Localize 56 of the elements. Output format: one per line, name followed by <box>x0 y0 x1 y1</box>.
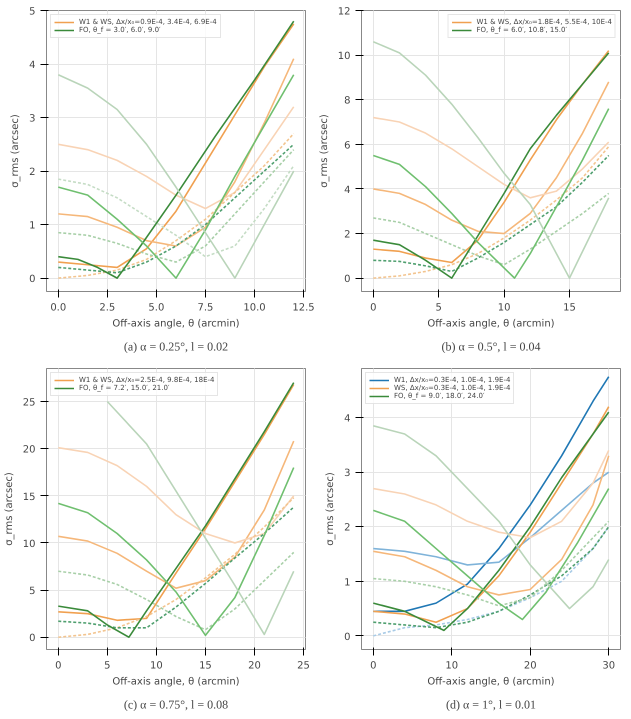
y-tick-label: 2 <box>344 522 351 534</box>
x-tick-label: 10 <box>498 302 510 314</box>
y-tick-label: 2 <box>29 167 36 178</box>
y-tick-label: 1 <box>344 577 351 588</box>
x-tick-label: 0 <box>370 302 376 314</box>
text: (a) α = 0.25°, l = 0.02 <box>124 340 228 354</box>
y-tick-label: 0 <box>344 632 351 643</box>
x-axis-title: Off-axis angle, θ (arcmin) <box>112 318 240 330</box>
y-tick-label: 10 <box>338 51 351 62</box>
x-tick-label: 5 <box>435 302 442 314</box>
y-tick-label: 15 <box>22 492 36 503</box>
y-tick-label: 5 <box>29 6 36 18</box>
x-tick-label: 30 <box>602 660 616 672</box>
x-tick-label: 20 <box>248 660 261 672</box>
x-tick-label: 0 <box>55 660 62 672</box>
text: (b) α = 0.5°, l = 0.04 <box>442 340 540 354</box>
x-axis-title: Off-axis angle, θ (arcmin) <box>112 676 240 688</box>
y-tick-label: 2 <box>344 230 351 241</box>
y-tick-label: 3 <box>344 468 351 480</box>
x-tick-label: 10 <box>150 660 163 672</box>
y-tick-label: 0 <box>29 633 36 644</box>
x-tick-label: 5.0 <box>148 302 164 314</box>
y-tick-label: 0 <box>344 274 351 286</box>
y-tick-label: 4 <box>344 184 351 196</box>
y-tick-label: 12 <box>338 6 351 18</box>
x-tick-label: 0.0 <box>50 302 66 314</box>
x-tick-label: 12.5 <box>292 302 315 314</box>
y-axis-title: σ_rms (arcsec) <box>325 472 336 546</box>
x-tick-label: 7.5 <box>197 302 214 314</box>
x-tick-label: 25 <box>297 660 310 672</box>
y-tick-label: 25 <box>22 398 36 409</box>
x-tick-label: 10 <box>445 660 458 672</box>
x-tick-label: 2.5 <box>99 302 116 314</box>
y-tick-label: 3 <box>29 114 36 125</box>
x-axis-title: Off-axis angle, θ (arcmin) <box>427 318 555 330</box>
x-tick-label: 15 <box>199 660 212 672</box>
x-axis-title: Off-axis angle, θ (arcmin) <box>427 676 555 688</box>
y-axis-title: σ_rms (arcsec) <box>4 472 15 546</box>
y-tick-label: 20 <box>22 444 36 456</box>
y-tick-label: 8 <box>344 96 351 107</box>
y-tick-label: 5 <box>29 586 36 598</box>
y-axis-title: σ_rms (arcsec) <box>10 114 22 188</box>
y-tick-label: 10 <box>22 538 36 550</box>
y-tick-label: 1 <box>29 220 36 232</box>
x-tick-label: 15 <box>563 302 576 314</box>
x-tick-label: 10.0 <box>243 302 266 314</box>
text: (c) α = 0.75°, l = 0.08 <box>124 698 228 712</box>
x-tick-label: 5 <box>104 660 111 672</box>
y-tick-label: 4 <box>29 60 36 72</box>
text: (d) α = 1°, l = 0.01 <box>446 698 536 712</box>
y-tick-label: 0 <box>29 274 36 286</box>
x-tick-label: 20 <box>524 660 537 672</box>
x-tick-label: 0 <box>370 660 376 672</box>
y-tick-label: 4 <box>344 414 351 425</box>
y-axis-title: σ_rms (arcsec) <box>318 114 330 188</box>
y-tick-label: 6 <box>344 140 351 152</box>
